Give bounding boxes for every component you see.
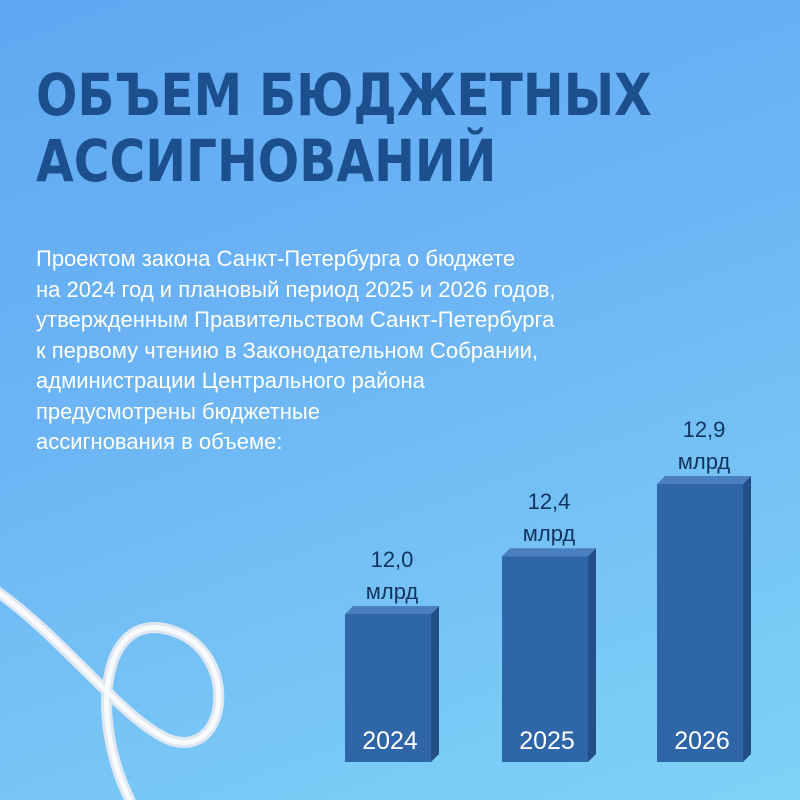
bar-front-face — [345, 614, 431, 762]
value-label: 12,4 — [528, 489, 571, 514]
value-label: 12,0 — [371, 547, 414, 572]
bar-top-face — [345, 606, 439, 614]
unit-label: млрд — [678, 449, 731, 474]
bar-front-face — [657, 484, 743, 762]
category-label: 2025 — [519, 727, 575, 755]
description-line-5: администрации Центрального района — [36, 368, 425, 393]
unit-label: млрд — [366, 579, 419, 604]
bar-side-face — [431, 606, 439, 762]
bar-top-face — [502, 548, 596, 557]
title-line-1: ОБЪЕМ БЮДЖЕТНЫХ — [36, 61, 652, 129]
category-label: 2024 — [362, 727, 418, 755]
description-line-3: утвержденным Правительством Санкт-Петерб… — [36, 307, 555, 332]
title-line-2: АССИГНОВАНИЙ — [36, 127, 497, 195]
description-line-1: Проектом закона Санкт-Петербурга о бюдже… — [36, 246, 516, 271]
bar-top-face — [657, 476, 751, 484]
bar-2025: 2025 12,4 млрд — [502, 489, 596, 762]
bar-side-face — [743, 476, 751, 762]
bar-front-face — [502, 556, 588, 762]
value-label: 12,9 — [683, 417, 726, 442]
description-line-4: к первому чтению в Законодательном Собра… — [36, 337, 539, 363]
description-line-7: ассигнования в объеме: — [36, 429, 283, 454]
unit-label: млрд — [523, 521, 576, 546]
description-line-6: предусмотрены бюджетные — [36, 398, 320, 424]
page-title: ОБЪЕМ БЮДЖЕТНЫХ АССИГНОВАНИЙ — [36, 62, 652, 194]
description-line-2: на 2024 год и плановый период 2025 и 202… — [36, 276, 556, 302]
bar-side-face — [588, 548, 596, 762]
bar-2026: 2026 12,9 млрд — [657, 417, 751, 762]
category-label: 2026 — [674, 727, 730, 755]
bar-2024: 2024 12,0 млрд — [345, 547, 439, 762]
description-text: Проектом закона Санкт-Петербурга о бюдже… — [36, 244, 776, 458]
